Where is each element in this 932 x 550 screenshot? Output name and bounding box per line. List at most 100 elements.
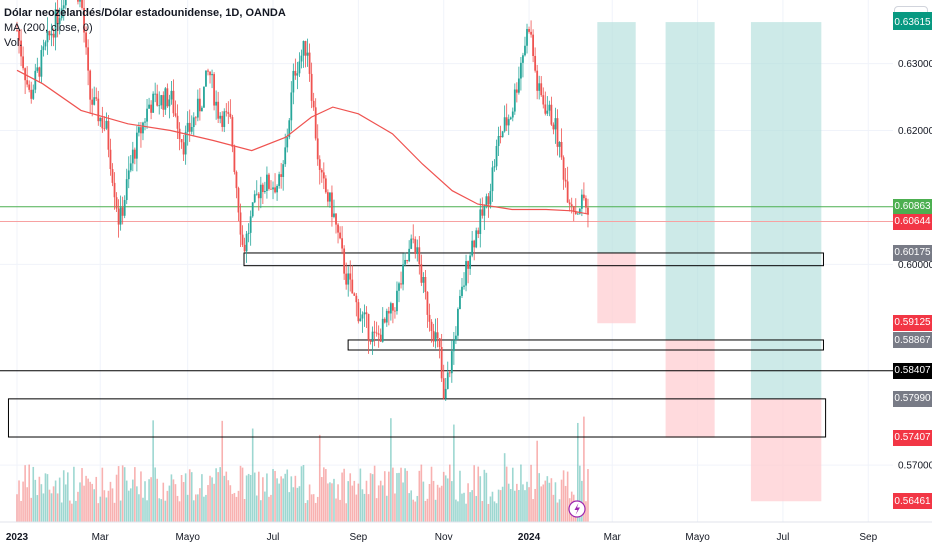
candle-body	[306, 52, 309, 56]
volume-indicator-label[interactable]: Vol.	[4, 37, 23, 49]
volume-bar	[184, 473, 187, 522]
candle-body	[558, 142, 561, 147]
volume-bar	[272, 469, 274, 522]
volume-bar	[99, 496, 102, 522]
candle-body	[349, 273, 352, 280]
volume-bar	[467, 483, 469, 522]
candle-body	[369, 340, 372, 342]
volume-bar	[396, 473, 398, 522]
candle-body	[146, 108, 148, 122]
candle-body	[148, 104, 150, 109]
volume-bar	[446, 478, 449, 522]
support-zones[interactable]	[7, 252, 827, 438]
candle-body	[194, 117, 197, 119]
candle-body	[196, 98, 199, 118]
volume-bar	[420, 464, 423, 522]
candle-body	[113, 182, 116, 198]
volume-bar	[386, 495, 388, 522]
candle-body	[270, 188, 272, 190]
volume-bar	[290, 476, 293, 522]
candle-body	[505, 117, 508, 126]
x-tick-label: Jul	[777, 532, 790, 543]
candle-body	[56, 9, 59, 25]
position-boxes[interactable]	[597, 22, 822, 502]
candle-body	[26, 80, 29, 85]
volume-bar	[73, 466, 75, 522]
volume-bar	[469, 492, 471, 522]
candle-body	[532, 34, 535, 56]
volume-bar	[38, 476, 41, 522]
ma-indicator-label[interactable]: MA (200, close, 0)	[4, 22, 93, 34]
candle-body	[440, 347, 443, 379]
volume-bar	[511, 467, 514, 522]
volume-bar	[455, 499, 457, 522]
horizontal-lines[interactable]	[0, 206, 893, 372]
candle-body	[247, 232, 250, 234]
volume-bar	[20, 500, 22, 522]
volume-bar	[235, 496, 238, 522]
volume-bar	[337, 484, 339, 522]
candle-body	[298, 61, 301, 74]
chart-legend: Dólar neozelandés/Dólar estadounidense, …	[4, 6, 286, 51]
candle-body	[461, 286, 463, 296]
candle-body	[359, 318, 362, 322]
volume-bar	[534, 488, 536, 522]
candle-body	[211, 74, 213, 76]
volume-bar	[223, 475, 226, 522]
volume-bar	[168, 485, 171, 522]
candle-body	[501, 131, 504, 138]
volume-bar	[50, 493, 53, 522]
x-tick-label: 2023	[6, 532, 29, 543]
candle-body	[524, 45, 526, 56]
candle-body	[345, 273, 348, 285]
candle-body	[192, 117, 195, 128]
candle-body	[448, 372, 451, 374]
candle-body	[292, 70, 295, 93]
volume-bar	[162, 482, 165, 522]
volume-bar	[373, 465, 376, 522]
volume-bar	[213, 483, 215, 522]
volume-bar	[146, 500, 148, 522]
candle-body	[241, 234, 244, 245]
volume-bar	[426, 498, 429, 522]
volume-bar	[361, 489, 364, 522]
candle-body	[52, 33, 55, 38]
candle-body	[331, 192, 333, 217]
volume-bar	[58, 477, 61, 522]
volume-bar	[127, 490, 130, 522]
symbol-title[interactable]: Dólar neozelandés/Dólar estadounidense, …	[4, 7, 286, 19]
candle-body	[207, 70, 209, 72]
volume-bar	[473, 465, 475, 522]
volume-bar	[489, 496, 492, 522]
candle-body	[40, 50, 43, 77]
volume-bar	[522, 484, 524, 522]
candle-body	[213, 74, 215, 106]
candle-body	[442, 378, 445, 399]
candle-body	[188, 122, 191, 132]
candle-body	[97, 98, 100, 122]
volume-bar	[379, 480, 382, 522]
volume-bar	[520, 464, 522, 522]
candle-body	[513, 89, 516, 112]
candle-body	[18, 30, 20, 41]
candle-body	[400, 283, 402, 285]
candle-body	[64, 0, 67, 6]
price-badge: 0.59125	[893, 314, 932, 331]
lightning-icon[interactable]	[568, 500, 586, 518]
volume-bar	[300, 466, 303, 522]
volume-bar	[566, 471, 569, 522]
volume-bar	[546, 476, 549, 522]
x-tick-label: Sep	[349, 532, 367, 543]
candle-body	[566, 181, 569, 203]
volume-bar	[463, 492, 465, 522]
volume-bar	[237, 490, 240, 522]
volume-bars	[16, 416, 589, 522]
candle-body	[312, 100, 315, 108]
volume-bar	[24, 465, 26, 522]
candle-body	[58, 18, 61, 25]
volume-bar	[66, 472, 69, 522]
candle-body	[245, 233, 248, 252]
volume-bar	[538, 473, 540, 522]
candle-body	[379, 334, 382, 342]
